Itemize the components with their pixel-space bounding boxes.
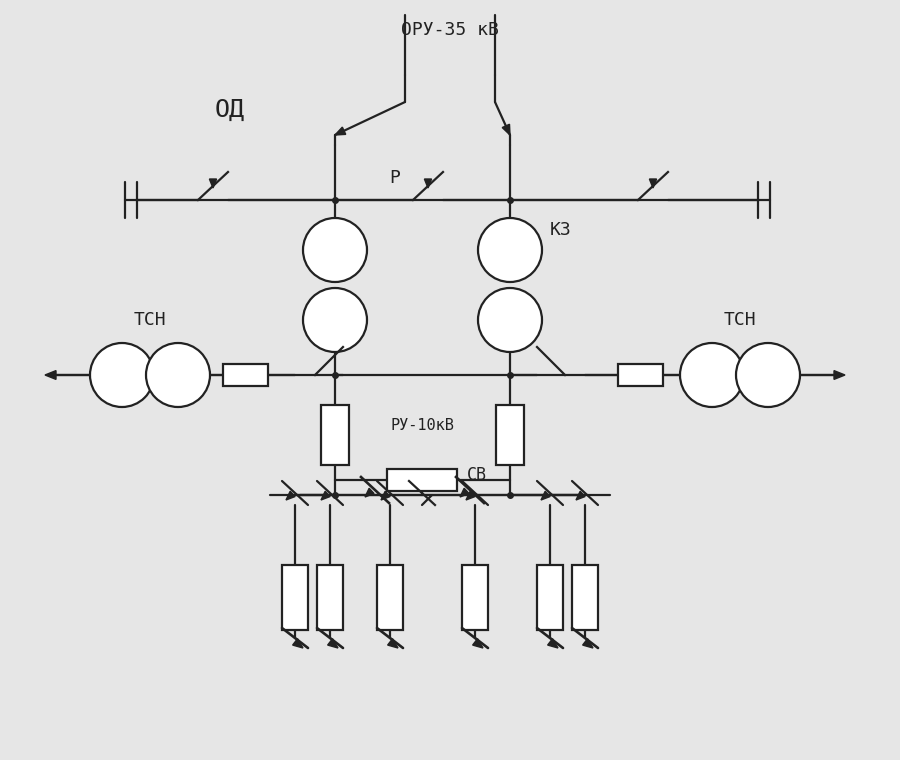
- Polygon shape: [292, 638, 303, 648]
- Bar: [462, 565, 488, 630]
- Polygon shape: [472, 638, 483, 648]
- Polygon shape: [425, 179, 432, 188]
- Text: ТСН: ТСН: [134, 311, 166, 329]
- Bar: [377, 565, 403, 630]
- Text: КЗ: КЗ: [550, 221, 572, 239]
- Polygon shape: [834, 371, 845, 379]
- Polygon shape: [547, 638, 558, 648]
- Bar: [572, 565, 598, 630]
- Bar: [496, 405, 524, 465]
- Circle shape: [680, 343, 744, 407]
- Polygon shape: [650, 179, 657, 188]
- Polygon shape: [460, 488, 469, 497]
- Polygon shape: [335, 127, 346, 135]
- Polygon shape: [541, 491, 550, 500]
- Text: СВ: СВ: [467, 466, 487, 484]
- Polygon shape: [381, 491, 390, 500]
- Circle shape: [303, 218, 367, 282]
- Polygon shape: [576, 491, 585, 500]
- Polygon shape: [466, 491, 475, 500]
- Polygon shape: [45, 371, 56, 379]
- Text: ТСН: ТСН: [724, 311, 756, 329]
- Polygon shape: [286, 491, 295, 500]
- Bar: [222, 364, 267, 386]
- Circle shape: [146, 343, 210, 407]
- Circle shape: [736, 343, 800, 407]
- Circle shape: [478, 218, 542, 282]
- Text: РУ-10кВ: РУ-10кВ: [390, 417, 454, 432]
- Polygon shape: [328, 638, 338, 648]
- Text: ОРУ-35 кВ: ОРУ-35 кВ: [401, 21, 499, 39]
- Polygon shape: [582, 638, 593, 648]
- Bar: [387, 469, 457, 491]
- Polygon shape: [210, 179, 217, 188]
- Circle shape: [303, 288, 367, 352]
- Circle shape: [90, 343, 154, 407]
- Bar: [321, 405, 349, 465]
- Circle shape: [478, 288, 542, 352]
- Text: Р: Р: [390, 169, 400, 187]
- Polygon shape: [502, 124, 510, 135]
- Bar: [282, 565, 308, 630]
- Bar: [317, 565, 343, 630]
- Bar: [537, 565, 563, 630]
- Polygon shape: [365, 488, 374, 497]
- Polygon shape: [388, 638, 398, 648]
- Bar: [617, 364, 662, 386]
- Text: ОД: ОД: [215, 98, 245, 122]
- Polygon shape: [321, 491, 330, 500]
